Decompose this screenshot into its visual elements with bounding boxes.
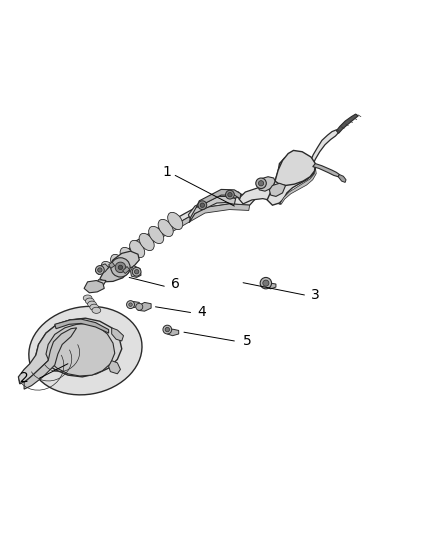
Polygon shape [109, 262, 115, 268]
Circle shape [256, 178, 266, 189]
Polygon shape [118, 204, 250, 268]
Text: 3: 3 [311, 288, 320, 302]
Polygon shape [196, 189, 241, 207]
Ellipse shape [120, 247, 135, 264]
Polygon shape [269, 183, 286, 197]
Text: 2: 2 [20, 371, 28, 385]
Circle shape [163, 325, 172, 334]
Polygon shape [55, 319, 109, 333]
Ellipse shape [90, 304, 99, 310]
Circle shape [127, 301, 134, 309]
Polygon shape [18, 319, 81, 384]
Ellipse shape [158, 220, 173, 237]
Circle shape [165, 327, 170, 332]
Polygon shape [94, 280, 106, 288]
Polygon shape [131, 302, 139, 308]
Polygon shape [313, 164, 339, 177]
Ellipse shape [111, 254, 126, 272]
Polygon shape [112, 328, 124, 341]
Polygon shape [24, 328, 77, 389]
Circle shape [95, 265, 104, 274]
Ellipse shape [92, 307, 101, 313]
Text: 1: 1 [162, 165, 171, 179]
Text: 6: 6 [171, 277, 180, 291]
Polygon shape [239, 188, 284, 204]
Polygon shape [103, 216, 184, 278]
Polygon shape [275, 150, 315, 185]
Polygon shape [280, 167, 316, 204]
Polygon shape [258, 177, 275, 191]
Polygon shape [100, 262, 129, 282]
Polygon shape [119, 194, 258, 262]
Circle shape [136, 303, 143, 310]
Circle shape [258, 181, 264, 186]
Polygon shape [46, 324, 115, 376]
Polygon shape [95, 264, 109, 274]
Text: 4: 4 [197, 305, 206, 319]
Circle shape [132, 268, 141, 276]
Polygon shape [267, 155, 315, 205]
Polygon shape [131, 265, 141, 278]
Ellipse shape [101, 261, 116, 279]
Ellipse shape [148, 227, 164, 244]
Circle shape [226, 190, 234, 199]
Polygon shape [84, 280, 104, 293]
Circle shape [228, 192, 232, 197]
Circle shape [98, 268, 102, 272]
Polygon shape [123, 266, 130, 273]
Ellipse shape [168, 212, 183, 230]
Ellipse shape [139, 233, 154, 251]
Circle shape [198, 201, 207, 209]
Polygon shape [188, 192, 240, 219]
Ellipse shape [83, 295, 92, 301]
Polygon shape [138, 302, 151, 311]
Ellipse shape [130, 240, 145, 257]
Text: 5: 5 [243, 334, 252, 348]
Ellipse shape [88, 301, 96, 307]
Circle shape [129, 303, 132, 306]
Circle shape [111, 258, 130, 277]
Polygon shape [36, 318, 122, 377]
Circle shape [134, 270, 139, 274]
Circle shape [115, 262, 126, 273]
Circle shape [263, 280, 269, 286]
Ellipse shape [85, 298, 94, 304]
Polygon shape [310, 130, 339, 165]
Ellipse shape [29, 306, 142, 395]
Polygon shape [338, 174, 346, 182]
Polygon shape [266, 283, 276, 289]
Circle shape [260, 278, 272, 289]
Polygon shape [167, 329, 179, 336]
Circle shape [118, 265, 123, 270]
Polygon shape [189, 197, 236, 223]
Polygon shape [109, 251, 139, 271]
Circle shape [200, 203, 205, 207]
Polygon shape [336, 114, 358, 133]
Polygon shape [109, 361, 120, 374]
